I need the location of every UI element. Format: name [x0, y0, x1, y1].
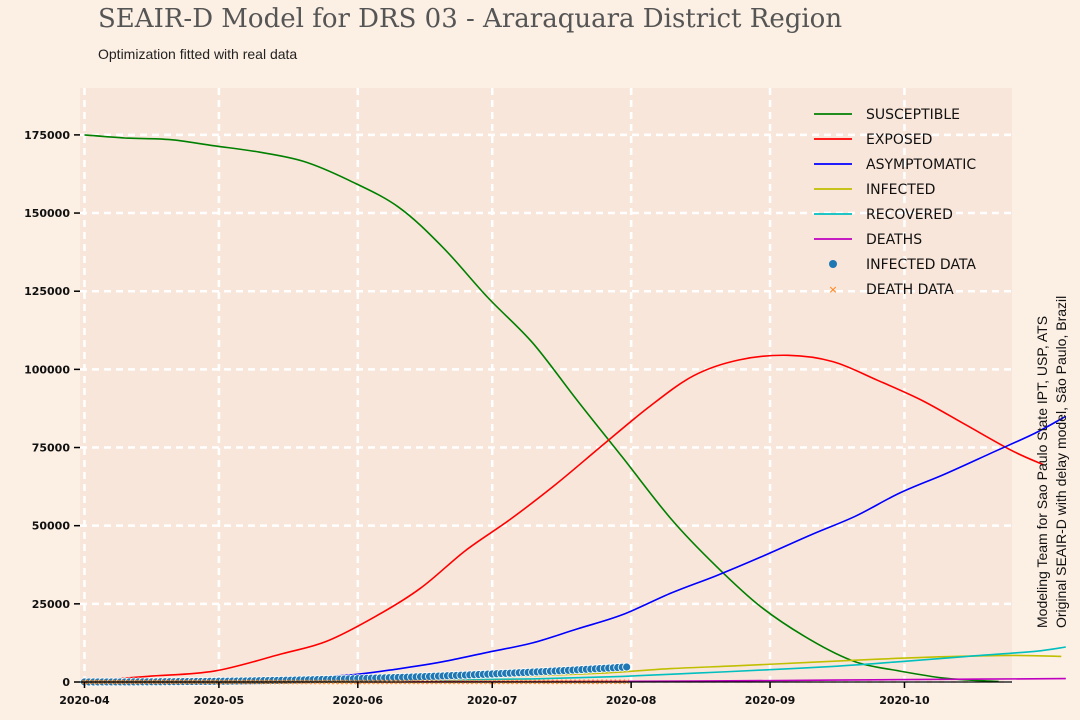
legend-label-susceptible: SUSCEPTIBLE: [866, 107, 960, 123]
series-exposed: [84, 354, 1044, 683]
grid: [80, 88, 1012, 684]
credit-line-1: Modeling Team for Sao Paulo State IPT, U…: [1034, 316, 1050, 628]
y-tick-label: 100000: [24, 363, 70, 376]
legend: SUSCEPTIBLE EXPOSED ASYMPTOMATIC INFECTED RE…: [814, 107, 976, 298]
x-tick-label: 2020-10: [879, 694, 930, 707]
y-tick-label: 0: [62, 676, 70, 689]
legend-label-recovered: RECOVERED: [866, 207, 953, 223]
y-tick-label: 125000: [24, 285, 70, 298]
legend-swatch-death_data: ×: [828, 283, 837, 296]
y-tick-label: 50000: [32, 520, 71, 533]
x-tick-label: 2020-04: [59, 694, 110, 707]
x-tick-label: 2020-05: [194, 694, 245, 707]
x-tick-label: 2020-07: [467, 694, 518, 707]
x-tick-label: 2020-06: [333, 694, 384, 707]
infected-data-point: [622, 662, 632, 672]
y-tick-label: 25000: [32, 598, 71, 611]
legend-label-infected: INFECTED: [866, 182, 935, 198]
x-tick-label: 2020-08: [606, 694, 657, 707]
x-tick-label: 2020-09: [745, 694, 796, 707]
y-tick-label: 75000: [32, 442, 71, 455]
credit-line-2: Original SEAIR-D with delay model, São P…: [1053, 296, 1069, 628]
legend-label-infected_data: INFECTED DATA: [866, 257, 976, 273]
legend-label-deaths: DEATHS: [866, 232, 922, 248]
legend-label-exposed: EXPOSED: [866, 132, 932, 148]
legend-label-asymptomatic: ASYMPTOMATIC: [866, 157, 976, 173]
chart-subtitle: Optimization fitted with real data: [98, 46, 298, 62]
series-susceptible: [84, 134, 999, 683]
plot-area: [80, 88, 1012, 682]
credits: Modeling Team for Sao Paulo State IPT, U…: [1034, 296, 1069, 628]
y-tick-label: 150000: [24, 207, 70, 220]
axes: 2020-04 2020-05 2020-06 2020-07 2020-08 2020-…: [24, 129, 1012, 707]
legend-label-death_data: DEATH DATA: [866, 282, 954, 298]
legend-swatch-infected_data: [829, 260, 837, 268]
chart-title: SEAIR-D Model for DRS 03 - Araraquara Di…: [98, 4, 843, 34]
y-tick-label: 175000: [24, 129, 70, 142]
